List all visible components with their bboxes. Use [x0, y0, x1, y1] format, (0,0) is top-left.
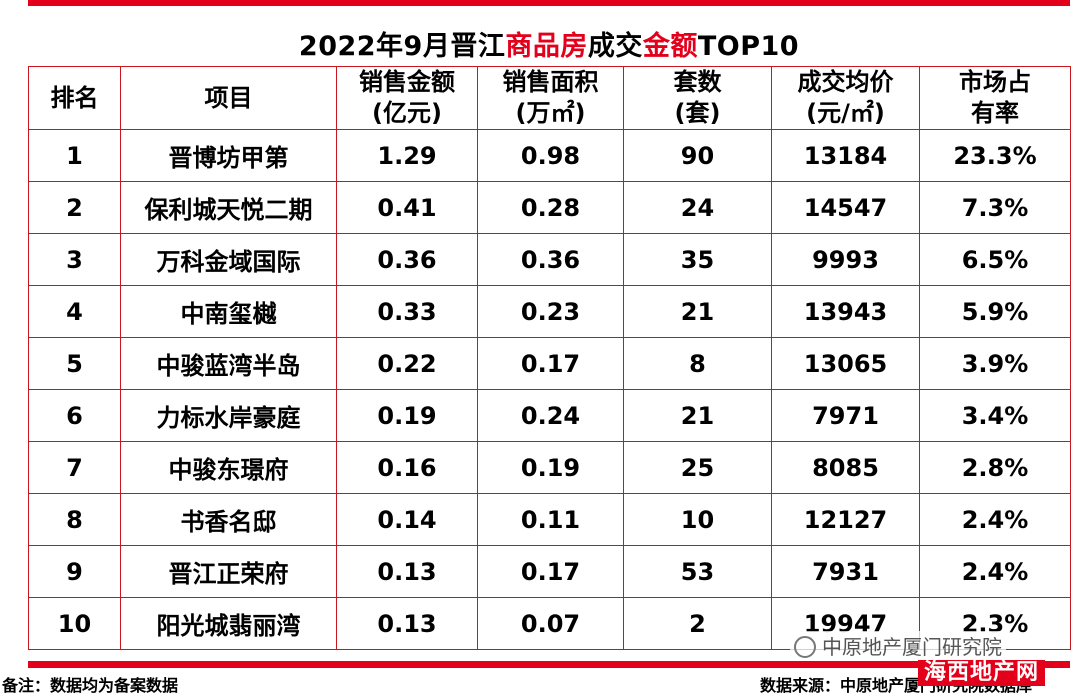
cell-price: 14547: [771, 181, 920, 234]
cell-price: 7971: [771, 389, 920, 442]
wechat-icon: [794, 635, 816, 658]
table-row: 6 力标水岸豪庭 0.19 0.24 21 7971 3.4%: [28, 389, 1071, 442]
table-row: 9 晋江正荣府 0.13 0.17 53 7931 2.4%: [28, 545, 1071, 598]
cell-rank: 4: [28, 285, 121, 338]
cell-area: 0.17: [477, 545, 624, 598]
cell-share: 5.9%: [919, 285, 1071, 338]
cell-price: 12127: [771, 493, 920, 546]
cell-price: 13184: [771, 129, 920, 182]
cell-units: 10: [623, 493, 772, 546]
cell-amount: 1.29: [336, 129, 478, 182]
bottom-accent-bar: [28, 661, 1070, 668]
cell-amount: 0.14: [336, 493, 478, 546]
title-part-highlight-2: 金额: [642, 31, 698, 62]
cell-project: 阳光城翡丽湾: [120, 597, 337, 650]
cell-area: 0.24: [477, 389, 624, 442]
cell-units: 2: [623, 597, 772, 650]
cell-rank: 5: [28, 337, 121, 390]
header-rank: 排名: [28, 66, 121, 130]
cell-area: 0.17: [477, 337, 624, 390]
page-title: 2022年9月晋江商品房成交金额TOP10: [28, 28, 1070, 66]
cell-project: 力标水岸豪庭: [120, 389, 337, 442]
cell-rank: 10: [28, 597, 121, 650]
cell-share: 2.8%: [919, 441, 1071, 494]
cell-units: 21: [623, 389, 772, 442]
header-area: 销售面积 (万㎡): [477, 66, 624, 130]
cell-area: 0.98: [477, 129, 624, 182]
cell-rank: 2: [28, 181, 121, 234]
header-amount: 销售金额 (亿元): [336, 66, 478, 130]
cell-project: 书香名邸: [120, 493, 337, 546]
cell-units: 35: [623, 233, 772, 286]
header-share: 市场占 有率: [919, 66, 1071, 130]
cell-project: 中南玺樾: [120, 285, 337, 338]
cell-project: 万科金域国际: [120, 233, 337, 286]
header-units: 套数 (套): [623, 66, 772, 130]
cell-share: 23.3%: [919, 129, 1071, 182]
cell-share: 7.3%: [919, 181, 1071, 234]
cell-rank: 7: [28, 441, 121, 494]
cell-share: 3.9%: [919, 337, 1071, 390]
header-project: 项目: [120, 66, 337, 130]
title-part-date: 2022年9月晋江: [298, 31, 506, 62]
cell-project: 中骏蓝湾半岛: [120, 337, 337, 390]
cell-share: 2.4%: [919, 545, 1071, 598]
cell-units: 53: [623, 545, 772, 598]
cell-project: 保利城天悦二期: [120, 181, 337, 234]
cell-rank: 9: [28, 545, 121, 598]
table-row: 4 中南玺樾 0.33 0.23 21 13943 5.9%: [28, 285, 1071, 338]
cell-amount: 0.16: [336, 441, 478, 494]
cell-rank: 3: [28, 233, 121, 286]
cell-share: 2.4%: [919, 493, 1071, 546]
footer-note: 备注：数据均为备案数据: [2, 676, 179, 695]
cell-rank: 8: [28, 493, 121, 546]
header-price: 成交均价 (元/㎡): [771, 66, 920, 130]
cell-amount: 0.22: [336, 337, 478, 390]
cell-project: 中骏东璟府: [120, 441, 337, 494]
cell-price: 7931: [771, 545, 920, 598]
cell-share: 3.4%: [919, 389, 1071, 442]
table-row: 8 书香名邸 0.14 0.11 10 12127 2.4%: [28, 493, 1071, 546]
table-row: 2 保利城天悦二期 0.41 0.28 24 14547 7.3%: [28, 181, 1071, 234]
cell-units: 25: [623, 441, 772, 494]
cell-area: 0.19: [477, 441, 624, 494]
cell-amount: 0.36: [336, 233, 478, 286]
cell-price: 13065: [771, 337, 920, 390]
cell-units: 90: [623, 129, 772, 182]
cell-rank: 1: [28, 129, 121, 182]
title-part-middle: 成交: [587, 31, 643, 62]
table-header-row: 排名 项目 销售金额 (亿元) 销售面积 (万㎡) 套数 (套) 成交均价 (元/㎡) …: [28, 66, 1071, 130]
cell-area: 0.36: [477, 233, 624, 286]
title-part-end: TOP10: [697, 31, 800, 62]
wechat-account-watermark: 中原地产厦门研究院: [790, 631, 1006, 660]
cell-price: 9993: [771, 233, 920, 286]
cell-price: 13943: [771, 285, 920, 338]
table-row: 3 万科金域国际 0.36 0.36 35 9993 6.5%: [28, 233, 1071, 286]
cell-share: 6.5%: [919, 233, 1071, 286]
cell-project: 晋江正荣府: [120, 545, 337, 598]
cell-amount: 0.19: [336, 389, 478, 442]
cell-amount: 0.41: [336, 181, 478, 234]
cell-units: 24: [623, 181, 772, 234]
cell-price: 8085: [771, 441, 920, 494]
cell-area: 0.23: [477, 285, 624, 338]
cell-area: 0.07: [477, 597, 624, 650]
table-row: 5 中骏蓝湾半岛 0.22 0.17 8 13065 3.9%: [28, 337, 1071, 390]
cell-rank: 6: [28, 389, 121, 442]
cell-units: 8: [623, 337, 772, 390]
title-part-highlight-1: 商品房: [505, 31, 588, 62]
cell-project: 晋博坊甲第: [120, 129, 337, 182]
cell-amount: 0.13: [336, 597, 478, 650]
table-row: 1 晋博坊甲第 1.29 0.98 90 13184 23.3%: [28, 129, 1071, 182]
site-badge-watermark: 海西地产网: [918, 660, 1046, 686]
cell-amount: 0.13: [336, 545, 478, 598]
top-accent-bar: [28, 0, 1070, 6]
table-row: 7 中骏东璟府 0.16 0.19 25 8085 2.8%: [28, 441, 1071, 494]
ranking-table: 排名 项目 销售金额 (亿元) 销售面积 (万㎡) 套数 (套) 成交均价 (元/㎡) …: [28, 66, 1071, 650]
cell-area: 0.28: [477, 181, 624, 234]
cell-units: 21: [623, 285, 772, 338]
cell-area: 0.11: [477, 493, 624, 546]
cell-amount: 0.33: [336, 285, 478, 338]
